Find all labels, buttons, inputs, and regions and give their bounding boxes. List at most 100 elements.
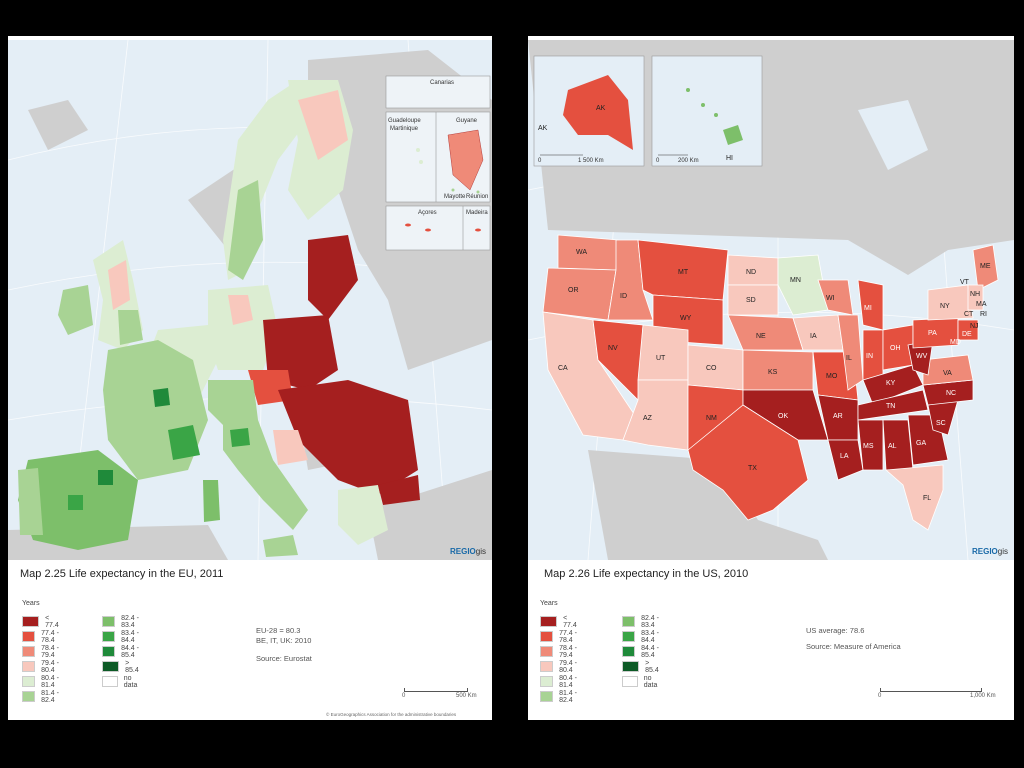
svg-text:FL: FL: [923, 495, 931, 502]
svg-text:SD: SD: [746, 297, 756, 304]
legend-item: 79.4 - 80.4: [540, 659, 580, 674]
svg-text:UT: UT: [656, 355, 666, 362]
svg-text:Martinique: Martinique: [390, 126, 419, 132]
us-notes: US average: 78.6 Source: Measure of Amer…: [806, 626, 901, 651]
us-state-labels: WA OR CA ID NV MT WY UT AZ CO NM ND SD N…: [558, 249, 991, 502]
svg-text:NY: NY: [940, 303, 950, 310]
regio-gis-logo: REGIOgis: [449, 547, 486, 556]
us-map-panel: AK AK 0 1 500 Km HI 0 200 Km: [528, 36, 1014, 720]
svg-text:AZ: AZ: [643, 415, 653, 422]
legend-item: 83.4 - 84.4: [102, 629, 142, 644]
eu-notes: EU-28 = 80.3 BE, IT, UK: 2010 Source: Eu…: [256, 626, 312, 663]
eu-map-panel: Canarias Guadeloupe Martinique Guyane Ma…: [8, 36, 492, 720]
hawaii-state: [723, 125, 743, 145]
turkey-land: [368, 470, 492, 560]
svg-text:1 500 Km: 1 500 Km: [578, 158, 604, 164]
svg-text:AL: AL: [888, 443, 897, 450]
svg-text:0: 0: [538, 158, 542, 164]
svg-text:NH: NH: [970, 291, 980, 298]
legend-item: 84.4 - 85.4: [622, 644, 662, 659]
legend-item: < 77.4: [22, 614, 62, 629]
svg-text:LA: LA: [840, 453, 849, 460]
svg-text:TX: TX: [748, 465, 757, 472]
svg-text:RI: RI: [980, 311, 987, 318]
svg-text:OK: OK: [778, 413, 788, 420]
sardinia-region: [203, 480, 220, 522]
svg-text:MT: MT: [678, 269, 689, 276]
hudson-bay: [858, 100, 928, 170]
france-region: [103, 340, 208, 480]
svg-text:Açores: Açores: [418, 210, 437, 216]
svg-text:Canarias: Canarias: [430, 80, 454, 86]
svg-text:OH: OH: [890, 345, 901, 352]
eu-map-title: Map 2.25 Life expectancy in the EU, 2011: [20, 568, 224, 580]
svg-text:Madeira: Madeira: [466, 210, 488, 216]
legend-item: 81.4 - 82.4: [22, 689, 62, 704]
sicily-region: [263, 535, 298, 557]
regio-gis-logo: REGIOgis: [971, 547, 1008, 556]
svg-text:CT: CT: [964, 311, 974, 318]
svg-text:IA: IA: [810, 333, 817, 340]
scotland-region: [108, 260, 130, 310]
england-south-region: [118, 310, 143, 345]
svg-text:MA: MA: [976, 301, 987, 308]
svg-text:NC: NC: [946, 390, 956, 397]
svg-text:IL: IL: [846, 355, 852, 362]
svg-text:ME: ME: [980, 263, 991, 270]
svg-text:IN: IN: [866, 353, 873, 360]
hungary-romania-region: [278, 380, 418, 495]
legend-item: no data: [102, 674, 142, 689]
us-states: [542, 234, 999, 531]
germany-region: [208, 285, 278, 370]
legend-item: 78.4 - 79.4: [540, 644, 580, 659]
legend-item: 79.4 - 80.4: [22, 659, 62, 674]
svg-text:OR: OR: [568, 287, 579, 294]
baltics-region: [308, 235, 358, 320]
svg-text:HI: HI: [726, 155, 733, 162]
spain-centre-region: [68, 495, 83, 510]
svg-text:VA: VA: [943, 370, 952, 377]
eu-map-svg: Canarias Guadeloupe Martinique Guyane Ma…: [8, 40, 492, 560]
legend-item: 82.4 - 83.4: [102, 614, 142, 629]
canada-land: [528, 40, 1014, 275]
svg-text:NE: NE: [756, 333, 766, 340]
svg-text:MI: MI: [864, 305, 872, 312]
svg-text:PA: PA: [928, 330, 937, 337]
svg-text:WV: WV: [916, 353, 928, 360]
legend-item: 77.4 - 78.4: [22, 629, 62, 644]
svg-text:ID: ID: [620, 293, 627, 300]
legend-item: 83.4 - 84.4: [622, 629, 662, 644]
svg-text:AR: AR: [833, 413, 843, 420]
greece-region: [338, 485, 388, 545]
austria-region: [208, 380, 258, 430]
eu-legend: Years < 77.4 77.4 - 78.4 78.4 - 79.4 79.…: [22, 600, 139, 704]
legend-item: 84.4 - 85.4: [102, 644, 142, 659]
svg-text:SC: SC: [936, 420, 946, 427]
us-legend: Years < 77.4 77.4 - 78.4 78.4 - 79.4 79.…: [540, 600, 659, 704]
us-map-svg: AK AK 0 1 500 Km HI 0 200 Km: [528, 40, 1014, 560]
legend-item: no data: [622, 674, 662, 689]
legend-item: > 85.4: [102, 659, 142, 674]
svg-text:MS: MS: [863, 443, 874, 450]
legend-item: 77.4 - 78.4: [540, 629, 580, 644]
svg-text:KY: KY: [886, 380, 896, 387]
france-south-region: [168, 425, 200, 460]
svg-text:AK: AK: [538, 125, 548, 132]
portugal-region: [18, 468, 43, 535]
eu-insets: Canarias Guadeloupe Martinique Guyane Ma…: [385, 75, 491, 251]
iceland-land: [28, 100, 88, 150]
svg-text:CO: CO: [706, 365, 717, 372]
hawaii-inset: [651, 55, 763, 167]
italy-region: [223, 420, 308, 530]
legend-item: 81.4 - 82.4: [540, 689, 580, 704]
svg-text:200 Km: 200 Km: [678, 158, 699, 164]
svg-text:ND: ND: [746, 269, 756, 276]
alaska-state: [563, 75, 633, 150]
svg-text:Guadeloupe: Guadeloupe: [388, 118, 421, 124]
svg-text:WI: WI: [826, 295, 835, 302]
svg-text:AK: AK: [596, 105, 606, 112]
svg-text:MO: MO: [826, 373, 838, 380]
germany-east-region: [228, 295, 253, 325]
sweden-south-region: [228, 180, 263, 280]
svg-text:NV: NV: [608, 345, 618, 352]
